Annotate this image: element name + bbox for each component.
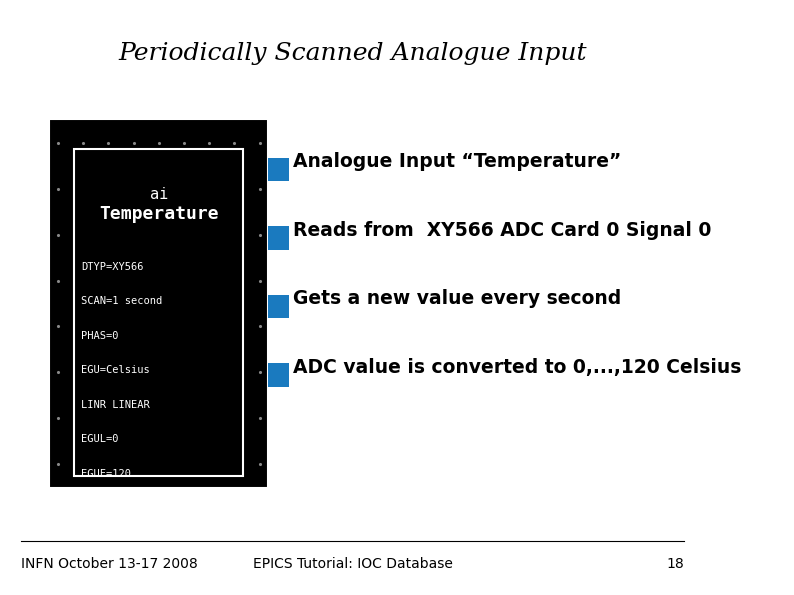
FancyBboxPatch shape xyxy=(268,295,289,318)
Text: Reads from  XY566 ADC Card 0 Signal 0: Reads from XY566 ADC Card 0 Signal 0 xyxy=(293,221,711,240)
Text: 18: 18 xyxy=(667,557,684,571)
Text: EGUF=120: EGUF=120 xyxy=(81,469,131,479)
Text: PHAS=0: PHAS=0 xyxy=(81,331,118,341)
FancyBboxPatch shape xyxy=(268,226,289,250)
Text: SCAN=1 second: SCAN=1 second xyxy=(81,296,163,306)
Text: INFN October 13-17 2008: INFN October 13-17 2008 xyxy=(21,557,198,571)
FancyBboxPatch shape xyxy=(268,158,289,181)
Text: NM=#CC S0: NM=#CC S0 xyxy=(81,503,137,513)
Text: EPICS Tutorial: IOC Database: EPICS Tutorial: IOC Database xyxy=(252,557,453,571)
Text: ai: ai xyxy=(149,187,168,202)
FancyBboxPatch shape xyxy=(268,363,289,387)
Text: Analogue Input “Temperature”: Analogue Input “Temperature” xyxy=(293,152,621,171)
FancyBboxPatch shape xyxy=(49,119,268,488)
Text: Periodically Scanned Analogue Input: Periodically Scanned Analogue Input xyxy=(118,42,587,65)
Text: LINR LINEAR: LINR LINEAR xyxy=(81,400,150,410)
Text: DTYP=XY566: DTYP=XY566 xyxy=(81,262,144,272)
Text: ADC value is converted to 0,...,120 Celsius: ADC value is converted to 0,...,120 Cels… xyxy=(293,358,742,377)
FancyBboxPatch shape xyxy=(74,149,244,476)
Text: EGU=Celsius: EGU=Celsius xyxy=(81,365,150,375)
Text: Temperature: Temperature xyxy=(99,205,218,223)
Text: EGUL=0: EGUL=0 xyxy=(81,434,118,444)
Text: Gets a new value every second: Gets a new value every second xyxy=(293,289,621,308)
